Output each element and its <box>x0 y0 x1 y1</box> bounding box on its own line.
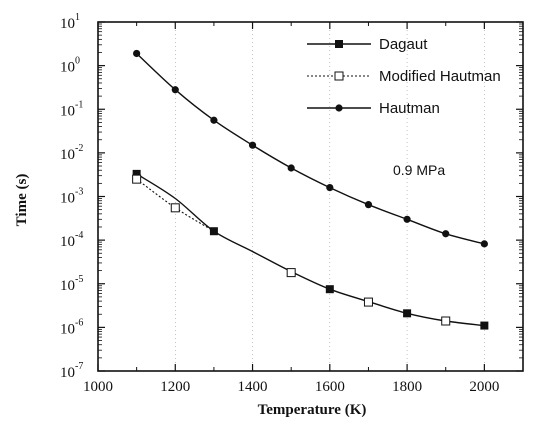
legend-marker-hautman <box>335 104 343 112</box>
y-tick-label-0: 101 <box>60 12 80 32</box>
point-hautman-3 <box>248 141 257 149</box>
point-hautman-6 <box>364 201 373 209</box>
x-tick-label-1: 1200 <box>160 379 190 395</box>
series-layer <box>132 49 489 330</box>
point-modified-hautman-4 <box>441 316 451 326</box>
point-hautman-0 <box>133 49 141 58</box>
point-dagaut-4 <box>480 321 489 330</box>
y-tick-label-6: 10-5 <box>60 274 83 294</box>
ticks-layer: 1000 1200 1400 1600 1800 2000 101 100 10-1 10-2 10… <box>60 12 523 395</box>
point-modified-hautman-2 <box>286 268 296 278</box>
point-dagaut-2 <box>325 285 334 294</box>
point-hautman-4 <box>287 164 295 172</box>
y-tick-label-8: 10-7 <box>60 361 83 381</box>
point-modified-hautman-0 <box>132 174 142 184</box>
point-modified-hautman-1 <box>170 203 180 213</box>
legend-label-dagaut: Dagaut <box>379 36 428 53</box>
point-hautman-5 <box>326 183 334 192</box>
legend: Dagaut Modified Hautman Hautman <box>307 36 501 117</box>
x-tick-label-2: 1400 <box>238 379 268 395</box>
point-modified-hautman-3 <box>363 297 373 307</box>
point-hautman-2 <box>210 116 218 124</box>
y-axis-title: Time (s) <box>14 174 30 227</box>
y-tick-label-3: 10-2 <box>60 143 83 163</box>
legend-marker-dagaut <box>335 40 343 48</box>
x-tick-label-5: 2000 <box>469 379 499 395</box>
x-axis-title: Temperature (K) <box>258 402 367 418</box>
point-dagaut-0 <box>132 169 141 178</box>
series-line-hautman <box>136 52 485 245</box>
x-tick-label-4: 1800 <box>392 379 422 395</box>
y-tick-label-5: 10-4 <box>60 230 83 250</box>
point-dagaut-1 <box>209 227 218 236</box>
x-tick-label-3: 1600 <box>315 379 345 395</box>
y-tick-label-4: 10-3 <box>60 187 83 207</box>
point-hautman-7 <box>403 215 411 223</box>
legend-marker-modified-hautman <box>334 71 344 81</box>
legend-label-modified-hautman: Modified Hautman <box>379 68 501 85</box>
pressure-annotation: 0.9 MPa <box>393 162 445 178</box>
series-line-dagaut <box>136 173 485 327</box>
point-hautman-9 <box>480 240 488 248</box>
y-tick-label-1: 100 <box>60 56 80 76</box>
legend-label-hautman: Hautman <box>379 100 440 117</box>
point-hautman-8 <box>442 230 450 238</box>
point-dagaut-3 <box>403 309 412 318</box>
x-tick-label-0: 1000 <box>83 379 113 395</box>
y-tick-label-2: 10-1 <box>60 99 83 119</box>
y-tick-label-7: 10-6 <box>60 317 83 337</box>
point-hautman-1 <box>171 86 179 94</box>
